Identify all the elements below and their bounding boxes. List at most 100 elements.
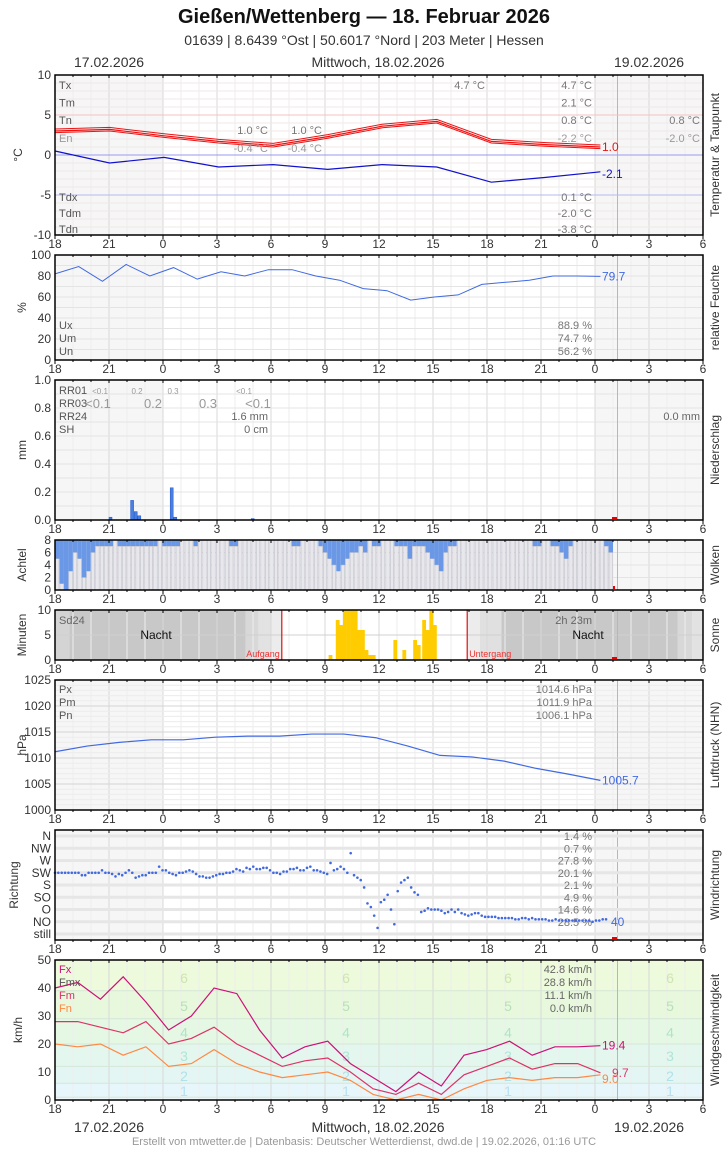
stat-name: En: [59, 133, 72, 145]
x-tick-label: 3: [214, 362, 221, 376]
x-tick-label: 6: [268, 362, 275, 376]
cloud-cover-bar: [443, 540, 448, 553]
clear-sky-bar: [336, 571, 341, 591]
y-tick-label: 1005: [24, 777, 51, 791]
cloud-cover-bar: [429, 540, 435, 559]
cloud-cover-bar: [336, 540, 341, 572]
clear-sky-bar: [256, 539, 261, 591]
sunshine-bar: [335, 620, 340, 660]
y-tick-label: 60: [38, 290, 52, 304]
y-tick-label: 5: [44, 108, 51, 122]
x-tick-label: 3: [646, 942, 653, 956]
direction-point: [510, 916, 514, 920]
tn-day3: 0.8 °C: [669, 115, 700, 127]
clear-sky-bar: [224, 539, 229, 591]
direction-point: [87, 871, 90, 875]
now-marker: [613, 586, 615, 589]
sunrise-label: Aufgang: [246, 649, 280, 659]
y-tick-label: -10: [34, 228, 52, 242]
date-center-bottom: Mittwoch, 18.02.2026: [311, 1119, 445, 1135]
clear-sky-bar: [220, 539, 225, 591]
beaufort-label: 6: [666, 970, 674, 986]
clear-sky-bar: [86, 571, 91, 591]
clear-sky-bar: [586, 539, 591, 591]
direction-percent: 27.8 %: [558, 856, 592, 868]
sunshine-bar: [416, 645, 421, 660]
y-tick-label: 0.8: [34, 401, 51, 415]
x-tick-label: 3: [646, 592, 653, 606]
direction-point: [77, 871, 80, 875]
clear-sky-bar: [577, 539, 582, 591]
clear-sky-bar: [296, 546, 301, 591]
tn-day1: 1.0 °C: [237, 125, 268, 137]
clear-sky-bar: [483, 539, 488, 591]
beaufort-label: 3: [666, 1048, 674, 1064]
x-tick-label: 3: [214, 1102, 221, 1116]
clear-sky-bar: [95, 546, 100, 591]
x-tick-label: 15: [426, 522, 440, 536]
stat-value: 28.8 km/h: [544, 977, 592, 989]
direction-point: [487, 915, 490, 919]
direction-point: [188, 869, 191, 872]
x-tick-label: 21: [102, 812, 116, 826]
y-tick-label: 80: [38, 269, 52, 283]
clear-sky-bar: [247, 539, 252, 591]
clear-sky-bar: [131, 546, 136, 591]
direction-point: [473, 911, 477, 915]
x-tick-label: 18: [480, 362, 494, 376]
y-tick-label: 100: [31, 248, 51, 262]
en-day1b: -0.4 °C: [288, 143, 322, 155]
cloud-cover-bar: [126, 540, 131, 547]
clear-sky-bar: [242, 539, 247, 591]
direction-point: [255, 867, 258, 871]
clear-sky-bar: [532, 546, 537, 591]
clear-sky-bar: [323, 552, 328, 591]
direction-point: [272, 871, 275, 875]
clear-sky-bar: [291, 546, 296, 591]
rr01-value: 0.3: [167, 387, 179, 396]
cloud-cover-bar: [77, 540, 82, 559]
cloud-cover-bar: [363, 540, 368, 553]
clear-sky-bar: [354, 552, 359, 591]
x-tick-label: 12: [372, 942, 386, 956]
sunshine-bar: [357, 630, 362, 660]
direction-point: [419, 910, 423, 914]
clear-sky-bar: [77, 558, 82, 591]
direction-point: [453, 910, 457, 914]
clear-sky-bar: [358, 546, 363, 591]
clear-sky-bar: [233, 546, 238, 591]
direction-point: [366, 902, 369, 905]
clear-sky-bar: [439, 571, 444, 591]
rr03-label: RR03: [59, 398, 87, 410]
y-tick-label: 1015: [24, 725, 51, 739]
sunshine-bar: [346, 610, 351, 660]
x-tick-label: 0: [160, 237, 167, 251]
x-tick-label: 0: [160, 942, 167, 956]
direction-point: [288, 867, 292, 871]
direction-point: [480, 914, 484, 917]
clear-sky-bar: [327, 558, 332, 591]
y-tick-label: 8: [44, 533, 51, 547]
x-tick-label: 0: [592, 362, 599, 376]
x-tick-label: 18: [480, 662, 494, 676]
direction-point: [57, 871, 60, 875]
cloud-cover-bar: [68, 540, 73, 572]
stat-name: Pn: [59, 710, 72, 722]
cloud-cover-bar: [532, 540, 538, 547]
temp-current: 1.0: [602, 140, 619, 154]
x-tick-label: 0: [160, 592, 167, 606]
cloud-cover-bar: [233, 540, 239, 547]
direction-point: [463, 913, 467, 916]
beaufort-label: 4: [342, 1024, 350, 1040]
direction-point: [413, 891, 416, 894]
clear-sky-bar: [412, 546, 417, 591]
clear-sky-bar: [162, 546, 167, 591]
clear-sky-bar: [305, 539, 310, 591]
clear-sky-bar: [488, 539, 493, 591]
x-tick-label: 12: [372, 812, 386, 826]
tn-day1b: 1.0 °C: [291, 125, 322, 137]
clear-sky-bar: [251, 539, 256, 591]
clear-sky-bar: [403, 546, 408, 591]
cloud-cover-bar: [59, 540, 64, 584]
